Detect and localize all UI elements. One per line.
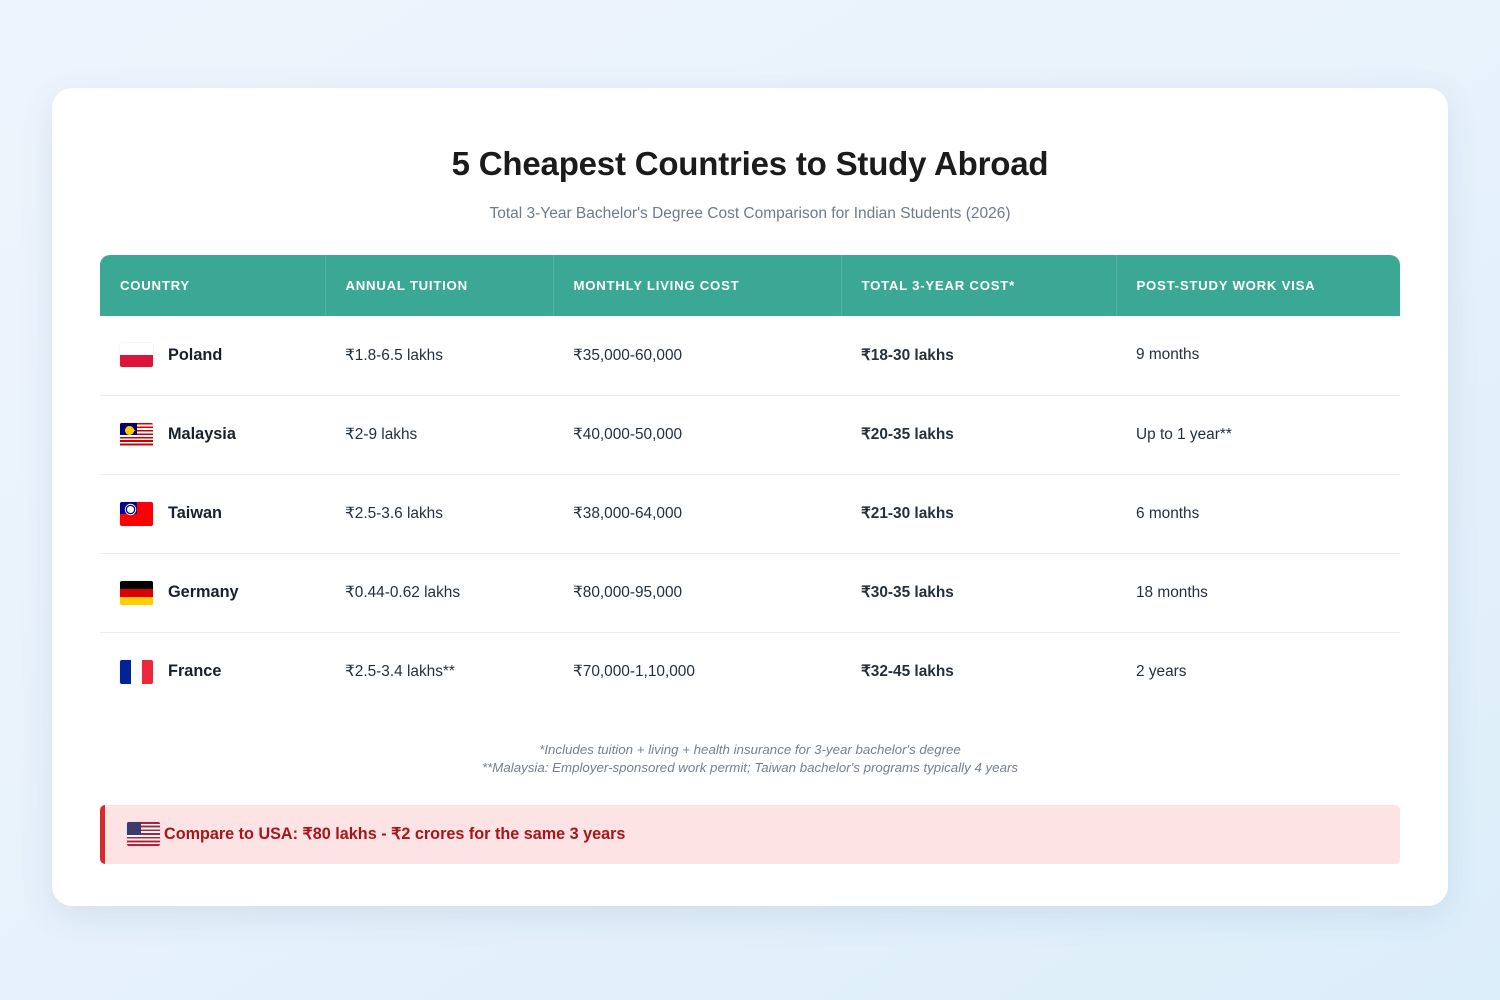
taiwan-flag-icon	[120, 501, 153, 526]
table-body: Poland ₹1.8-6.5 lakhs ₹35,000-60,000 ₹18…	[100, 316, 1400, 711]
cell-monthly-living-cost: ₹80,000-95,000	[553, 553, 841, 633]
cell-total-3-year-cost: ₹30-35 lakhs	[841, 553, 1116, 633]
cell-total-3-year-cost: ₹21-30 lakhs	[841, 474, 1116, 554]
cell-post-study-work-visa: 2 years	[1136, 662, 1187, 680]
table-row[interactable]: Poland ₹1.8-6.5 lakhs ₹35,000-60,000 ₹18…	[100, 316, 1400, 396]
malaysia-flag-icon: ✦	[120, 422, 153, 447]
table-row[interactable]: Germany ₹0.44-0.62 lakhs ₹80,000-95,000 …	[100, 553, 1400, 633]
cell-country: Germany	[100, 553, 325, 633]
cell-post-study-work-visa: Up to 1 year**	[1116, 395, 1400, 475]
cell-total-3-year-cost: ₹32-45 lakhs	[861, 663, 954, 681]
cell-total-3-year-cost: ₹18-30 lakhs	[841, 316, 1116, 396]
cell-monthly-living-cost: ₹40,000-50,000	[553, 395, 841, 475]
country-label: France	[168, 662, 222, 681]
table-row[interactable]: France ₹2.5-3.4 lakhs** ₹70,000-1,10,000…	[100, 632, 1400, 711]
table-row[interactable]: ✦ Malaysia ₹2-9 lakhs ₹40,000-50,000 ₹20…	[100, 395, 1400, 475]
column-header-post-study-work-visa[interactable]: POST-STUDY WORK VISA	[1116, 255, 1400, 316]
cell-country: France	[100, 632, 325, 711]
column-header-monthly-living-cost[interactable]: MONTHLY LIVING COST	[553, 255, 842, 316]
cell-annual-tuition: ₹1.8-6.5 lakhs	[325, 316, 553, 396]
footnote-line-1: *Includes tuition + living + health insu…	[539, 742, 961, 757]
germany-flag-icon	[120, 580, 153, 605]
cost-table-wrapper: COUNTRY ANNUAL TUITION MONTHLY LIVING CO…	[100, 255, 1400, 711]
cell-monthly-living-cost: ₹35,000-60,000	[553, 316, 841, 396]
country-label: Malaysia	[168, 425, 236, 443]
cell-annual-tuition: ₹2-9 lakhs	[325, 395, 553, 475]
cell-country: Taiwan	[100, 474, 325, 554]
country-label: Poland	[168, 345, 223, 364]
column-header-country[interactable]: COUNTRY	[100, 255, 326, 316]
cell-post-study-work-visa: 9 months	[1116, 316, 1400, 396]
column-header-total-3-year-cost[interactable]: TOTAL 3-YEAR COST*	[841, 255, 1117, 316]
poland-flag-icon	[120, 343, 153, 368]
footnote-line-2: **Malaysia: Employer-sponsored work perm…	[481, 759, 1019, 775]
table-row[interactable]: Taiwan ₹2.5-3.6 lakhs ₹38,000-64,000 ₹21…	[100, 474, 1400, 554]
content-card: 5 Cheapest Countries to Study Abroad Tot…	[52, 88, 1448, 906]
cell-country: ✦ Malaysia	[100, 395, 325, 475]
cell-country: Poland	[100, 316, 325, 396]
cell-annual-tuition: ₹2.5-3.6 lakhs	[325, 474, 553, 554]
cell-total-3-year-cost: ₹20-35 lakhs	[841, 395, 1116, 475]
table-header: COUNTRY ANNUAL TUITION MONTHLY LIVING CO…	[100, 255, 1400, 316]
cell-annual-tuition: ₹0.44-0.62 lakhs	[325, 553, 553, 633]
france-flag-icon	[120, 659, 153, 684]
cell-annual-tuition: ₹2.5-3.4 lakhs**	[345, 663, 455, 681]
table-header-row: COUNTRY ANNUAL TUITION MONTHLY LIVING CO…	[100, 255, 1400, 316]
country-label: Germany	[168, 583, 239, 601]
cell-post-study-work-visa: 6 months	[1116, 474, 1400, 554]
page-title: 5 Cheapest Countries to Study Abroad	[451, 145, 1049, 182]
usa-flag-icon	[127, 822, 160, 847]
cell-post-study-work-visa: 18 months	[1116, 553, 1400, 633]
cost-comparison-table: COUNTRY ANNUAL TUITION MONTHLY LIVING CO…	[100, 255, 1400, 711]
usa-comparison-callout: Compare to USA: ₹80 lakhs - ₹2 crores fo…	[100, 804, 1400, 864]
cell-monthly-living-cost: ₹70,000-1,10,000	[573, 663, 695, 681]
country-label: Taiwan	[168, 504, 222, 522]
footnotes: *Includes tuition + living + health insu…	[52, 741, 1448, 777]
callout-label: Compare to USA: ₹80 lakhs - ₹2 crores fo…	[164, 825, 626, 844]
column-header-annual-tuition[interactable]: ANNUAL TUITION	[325, 255, 554, 316]
cell-monthly-living-cost: ₹38,000-64,000	[553, 474, 841, 554]
page-subtitle: Total 3-Year Bachelor's Degree Cost Comp…	[489, 205, 1011, 222]
